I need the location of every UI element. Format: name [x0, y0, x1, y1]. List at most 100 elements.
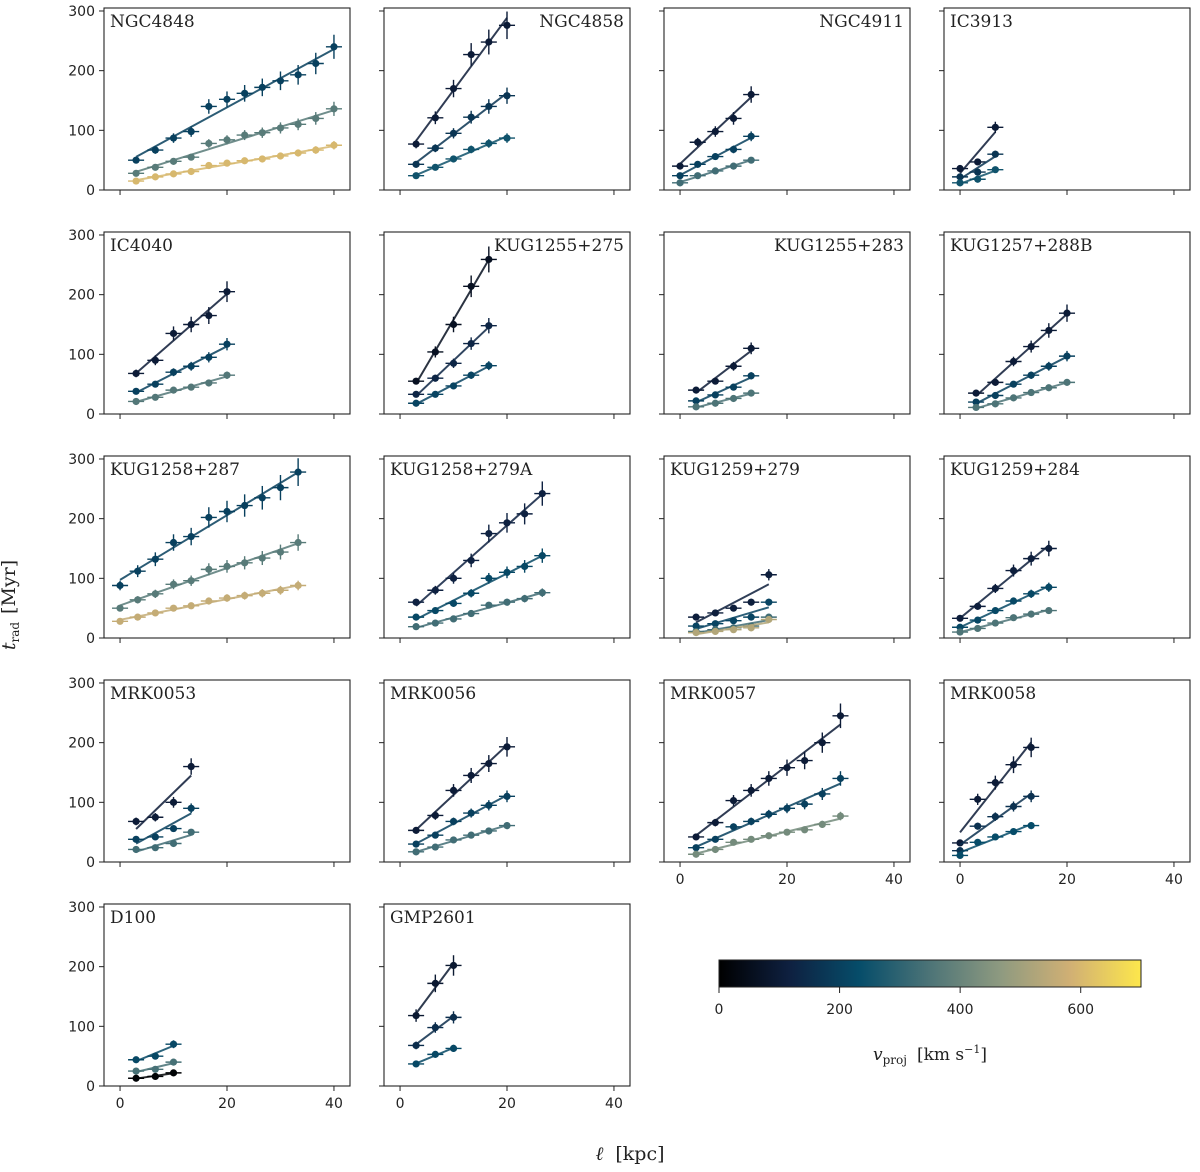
panel-title: KUG1259+284 [950, 460, 1080, 480]
data-point [747, 389, 755, 397]
data-point [1009, 597, 1018, 605]
data-point [169, 604, 178, 612]
data-series [408, 790, 516, 848]
data-point [1009, 802, 1018, 811]
data-point [991, 779, 999, 787]
fit-line [135, 834, 192, 853]
data-point [676, 172, 684, 180]
y-tick-label: 300 [68, 4, 95, 20]
data-series [688, 811, 849, 858]
data-point [1045, 583, 1053, 591]
data-point [991, 123, 999, 131]
data-point [711, 835, 719, 843]
colorbar-tick-label: 0 [715, 1002, 724, 1018]
data-point [132, 1056, 140, 1064]
data-point [692, 850, 700, 858]
x-tick-label: 20 [218, 1096, 236, 1112]
data-series [672, 156, 760, 187]
panel-kug1255-275: KUG1255+275 [379, 231, 631, 419]
panel-title: NGC4858 [539, 12, 624, 32]
data-point [151, 356, 159, 364]
y-tick-label: 300 [68, 452, 95, 468]
data-point [765, 615, 773, 624]
data-point [765, 810, 773, 818]
data-point [676, 162, 684, 170]
data-point [449, 84, 458, 93]
data-point [449, 599, 458, 607]
data-point [692, 833, 700, 841]
data-series [128, 34, 342, 164]
data-series [128, 828, 200, 854]
panel-title: GMP2601 [390, 908, 476, 928]
data-point [449, 574, 458, 582]
data-point [431, 811, 439, 820]
data-point [134, 567, 142, 575]
data-series [408, 318, 497, 398]
data-point [312, 114, 320, 122]
data-point [169, 1040, 178, 1048]
data-point [711, 819, 719, 827]
data-point [412, 1041, 420, 1050]
data-point [449, 155, 458, 163]
data-point [467, 145, 475, 154]
data-point [187, 362, 195, 370]
colorbar-label: vproj [km s−1] [873, 1043, 987, 1067]
data-point [169, 824, 178, 833]
data-point [294, 468, 302, 476]
data-point [538, 589, 546, 597]
data-point [187, 167, 195, 176]
data-point [711, 127, 719, 136]
data-point [694, 138, 702, 146]
x-axis-title: ℓ [kpc] [595, 1143, 664, 1165]
data-point [449, 961, 458, 970]
data-point [132, 156, 140, 164]
data-point [729, 114, 738, 122]
data-point [801, 756, 809, 765]
data-point [783, 828, 791, 836]
data-point [485, 601, 493, 609]
data-series [128, 758, 200, 830]
fit-line [135, 48, 335, 158]
data-point [783, 804, 791, 812]
panel-frame [383, 903, 631, 1087]
data-point [151, 590, 159, 598]
data-point [151, 609, 159, 617]
data-point [449, 836, 458, 844]
data-point [711, 377, 719, 385]
data-point [818, 820, 826, 829]
data-point [187, 828, 195, 836]
colorbar-bar [718, 959, 1142, 988]
x-tick-label: 40 [325, 1096, 343, 1112]
panel-title: IC4040 [110, 236, 173, 256]
data-series [952, 582, 1057, 631]
data-point [169, 157, 178, 165]
data-point [783, 764, 791, 772]
data-series [952, 121, 1004, 174]
data-point [521, 595, 529, 603]
data-point [151, 1072, 159, 1081]
data-point [467, 831, 475, 839]
data-point [151, 1065, 159, 1073]
data-point [729, 394, 738, 403]
data-point [223, 95, 231, 103]
data-series [952, 790, 1040, 855]
data-point [258, 589, 266, 597]
data-point [294, 71, 302, 79]
data-point [276, 124, 285, 132]
panel-frame [663, 455, 911, 639]
data-series [408, 246, 497, 385]
fit-line [415, 17, 508, 142]
data-point [1027, 555, 1035, 563]
data-point [169, 386, 178, 394]
panel-kug1259-284: KUG1259+284 [939, 455, 1191, 643]
data-point [431, 831, 439, 839]
data-point [132, 835, 140, 843]
data-point [692, 613, 700, 621]
data-point [1027, 743, 1035, 752]
data-point [991, 400, 999, 408]
data-point [956, 851, 964, 860]
data-series [128, 141, 342, 185]
data-point [467, 113, 475, 121]
colorbar-tick-label: 600 [1067, 1002, 1094, 1018]
fit-line [695, 350, 752, 394]
